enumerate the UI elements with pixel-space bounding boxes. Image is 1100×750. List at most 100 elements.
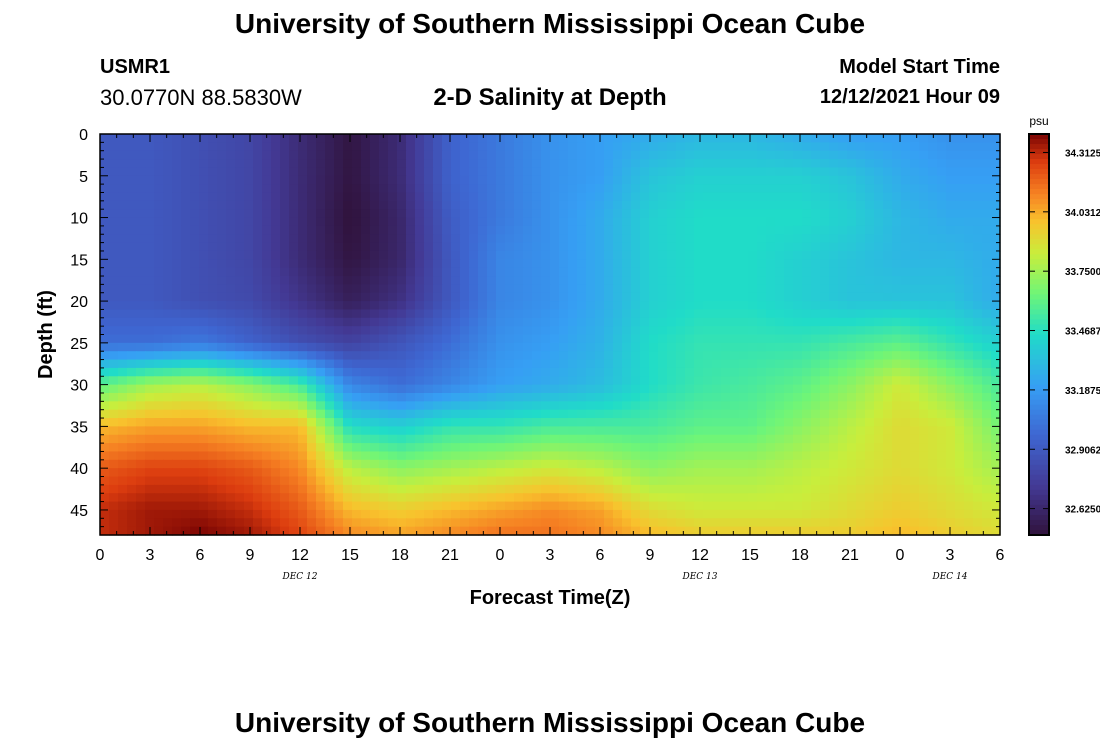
heatmap-cell (433, 392, 443, 402)
heatmap-cell (415, 234, 425, 244)
heatmap-cell (478, 392, 488, 402)
heatmap-cell (919, 292, 929, 302)
heatmap-cell (370, 159, 380, 169)
heatmap-cell (973, 192, 983, 202)
heatmap-cell (145, 301, 155, 311)
heatmap-cell (433, 150, 443, 160)
heatmap-cell (262, 476, 272, 486)
heatmap-cell (370, 234, 380, 244)
heatmap-cell (640, 401, 650, 411)
heatmap-cell (442, 267, 452, 277)
heatmap-cell (424, 409, 434, 419)
heatmap-cell (478, 317, 488, 327)
heatmap-cell (640, 217, 650, 227)
heatmap-cell (433, 359, 443, 369)
heatmap-cell (793, 250, 803, 260)
heatmap-cell (118, 401, 128, 411)
heatmap-cell (541, 426, 551, 436)
heatmap-cell (658, 351, 668, 361)
heatmap-cell (370, 359, 380, 369)
heatmap-cell (379, 351, 389, 361)
x-tick-label: 0 (496, 547, 505, 564)
x-tick-label: 6 (996, 547, 1005, 564)
heatmap-cell (919, 192, 929, 202)
heatmap-cell (595, 367, 605, 377)
heatmap-cell (667, 451, 677, 461)
heatmap-cell (595, 418, 605, 427)
heatmap-cell (388, 334, 398, 344)
heatmap-cell (442, 509, 452, 519)
heatmap-cell (199, 359, 209, 369)
heatmap-cell (343, 192, 353, 202)
heatmap-cell (910, 192, 920, 202)
heatmap-cell (901, 242, 911, 252)
heatmap-cell (766, 376, 776, 386)
heatmap-cell (883, 359, 893, 369)
heatmap-cell (802, 234, 812, 244)
heatmap-cell (568, 367, 578, 377)
heatmap-cell (217, 501, 227, 511)
heatmap-cell (559, 259, 569, 269)
heatmap-cell (478, 276, 488, 285)
heatmap-cell (136, 392, 146, 402)
heatmap-cell (343, 150, 353, 160)
heatmap-cell (676, 351, 686, 361)
heatmap-cell (532, 301, 542, 311)
heatmap-cell (451, 134, 461, 143)
heatmap-cell (874, 451, 884, 461)
heatmap-cell (694, 384, 704, 394)
heatmap-cell (487, 259, 497, 269)
heatmap-cell (928, 159, 938, 169)
heatmap-cell (919, 501, 929, 511)
heatmap-cell (739, 501, 749, 511)
heatmap-cell (163, 518, 173, 528)
heatmap-cell (334, 384, 344, 394)
heatmap-cell (451, 476, 461, 486)
heatmap-cell (136, 317, 146, 327)
heatmap-cell (325, 150, 335, 160)
heatmap-cell (631, 142, 641, 152)
heatmap-cell (388, 351, 398, 361)
heatmap-cell (307, 142, 317, 152)
heatmap-cell (766, 192, 776, 202)
heatmap-cell (586, 334, 596, 344)
heatmap-cell (838, 309, 848, 319)
heatmap-cell (667, 342, 677, 352)
heatmap-cell (604, 317, 614, 327)
heatmap-cell (883, 184, 893, 194)
heatmap-cell (235, 250, 245, 260)
heatmap-cell (388, 359, 398, 369)
heatmap-cell (226, 484, 236, 494)
heatmap-cell (982, 326, 992, 336)
heatmap-cell (262, 267, 272, 277)
heatmap-cell (667, 434, 677, 444)
heatmap-cell (856, 250, 866, 260)
heatmap-cell (604, 200, 614, 210)
heatmap-cell (514, 401, 524, 411)
heatmap-cell (820, 267, 830, 277)
heatmap-cell (982, 518, 992, 528)
heatmap-cell (460, 451, 470, 461)
heatmap-cell (604, 418, 614, 427)
heatmap-cell (172, 351, 182, 361)
heatmap-cell (334, 159, 344, 169)
heatmap-cell (406, 326, 416, 336)
heatmap-cell (145, 401, 155, 411)
heatmap-cell (937, 501, 947, 511)
heatmap-cell (721, 418, 731, 427)
heatmap-cell (694, 476, 704, 486)
heatmap-cell (235, 167, 245, 177)
heatmap-cell (325, 443, 335, 453)
heatmap-cell (640, 426, 650, 436)
heatmap-cell (703, 192, 713, 202)
heatmap-cell (856, 267, 866, 277)
heatmap-cell (136, 359, 146, 369)
heatmap-cell (271, 134, 281, 143)
heatmap-cell (109, 501, 119, 511)
heatmap-cell (397, 326, 407, 336)
heatmap-cell (487, 225, 497, 235)
heatmap-cell (847, 175, 857, 185)
heatmap-cell (991, 242, 1001, 252)
heatmap-cell (343, 359, 353, 369)
heatmap-cell (199, 250, 209, 260)
